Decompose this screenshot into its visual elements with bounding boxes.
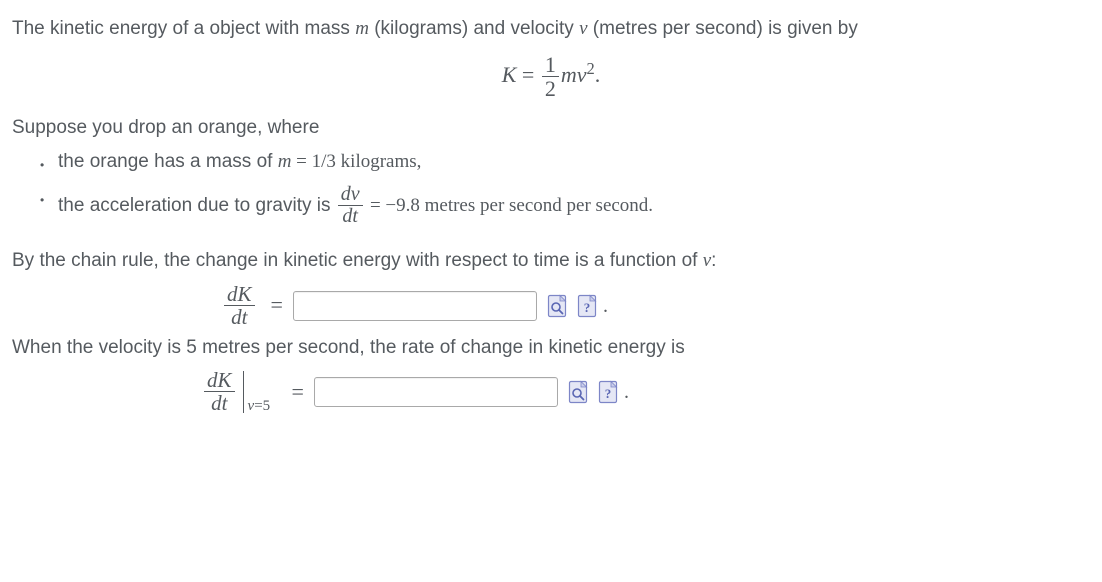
var-v: v (579, 18, 587, 39)
answer-input-2[interactable] (314, 377, 558, 407)
li1-m: m (278, 151, 292, 172)
conditions-list: the orange has a mass of m = 1/3 kilogra… (12, 149, 1090, 228)
li1-a: the orange has a mass of (58, 151, 278, 172)
formula-K: K (502, 62, 517, 87)
intro-paragraph: The kinetic energy of a object with mass… (12, 16, 1090, 43)
formula-period: . (595, 62, 601, 87)
ke-formula: K = 12mv2. (12, 53, 1090, 101)
chain-tail: : (711, 250, 716, 271)
li1-b: = 1/3 kilograms, (291, 151, 421, 172)
eq-1: = (271, 290, 283, 321)
gravity-condition: the acceleration due to gravity is dvdt … (40, 184, 1090, 228)
li2-a: the acceleration due to gravity is (58, 195, 336, 216)
intro-text-b: (kilograms) and velocity (369, 18, 579, 39)
li2-frac: dvdt (338, 184, 363, 228)
formula-exp: 2 (587, 58, 595, 77)
preview-icon[interactable] (568, 380, 588, 404)
chain-rule-line: By the chain rule, the change in kinetic… (12, 248, 1090, 275)
eq-2: = (292, 377, 304, 408)
answer-row-1: dKdt = . (12, 283, 1090, 329)
li2-b: = −9.8 metres per second per second. (370, 195, 653, 216)
period-2: . (624, 378, 629, 406)
answer-input-1[interactable] (293, 291, 537, 321)
suppose-line: Suppose you drop an orange, where (12, 115, 1090, 142)
intro-text-a: The kinetic energy of a object with mass (12, 18, 355, 39)
answer-row-2: dKdt v=5 = . (12, 369, 1090, 415)
preview-icon[interactable] (547, 294, 567, 318)
var-m: m (355, 18, 369, 39)
eval-bar: v=5 (243, 371, 244, 413)
help-icon[interactable] (577, 294, 597, 318)
dkdt-lhs-2: dKdt v=5 = (202, 369, 304, 415)
chain-v: v (703, 250, 711, 271)
formula-m: m (561, 62, 577, 87)
period-1: . (603, 292, 608, 320)
dkdt-lhs-1: dKdt = (222, 283, 283, 329)
help-icon[interactable] (598, 380, 618, 404)
rate-line: When the velocity is 5 metres per second… (12, 335, 1090, 362)
mass-condition: the orange has a mass of m = 1/3 kilogra… (40, 149, 1090, 176)
intro-text-c: (metres per second) is given by (588, 18, 858, 39)
chain-a: By the chain rule, the change in kinetic… (12, 250, 703, 271)
formula-half: 12 (542, 53, 559, 101)
formula-v: v (577, 62, 587, 87)
formula-eq: = (516, 62, 539, 87)
